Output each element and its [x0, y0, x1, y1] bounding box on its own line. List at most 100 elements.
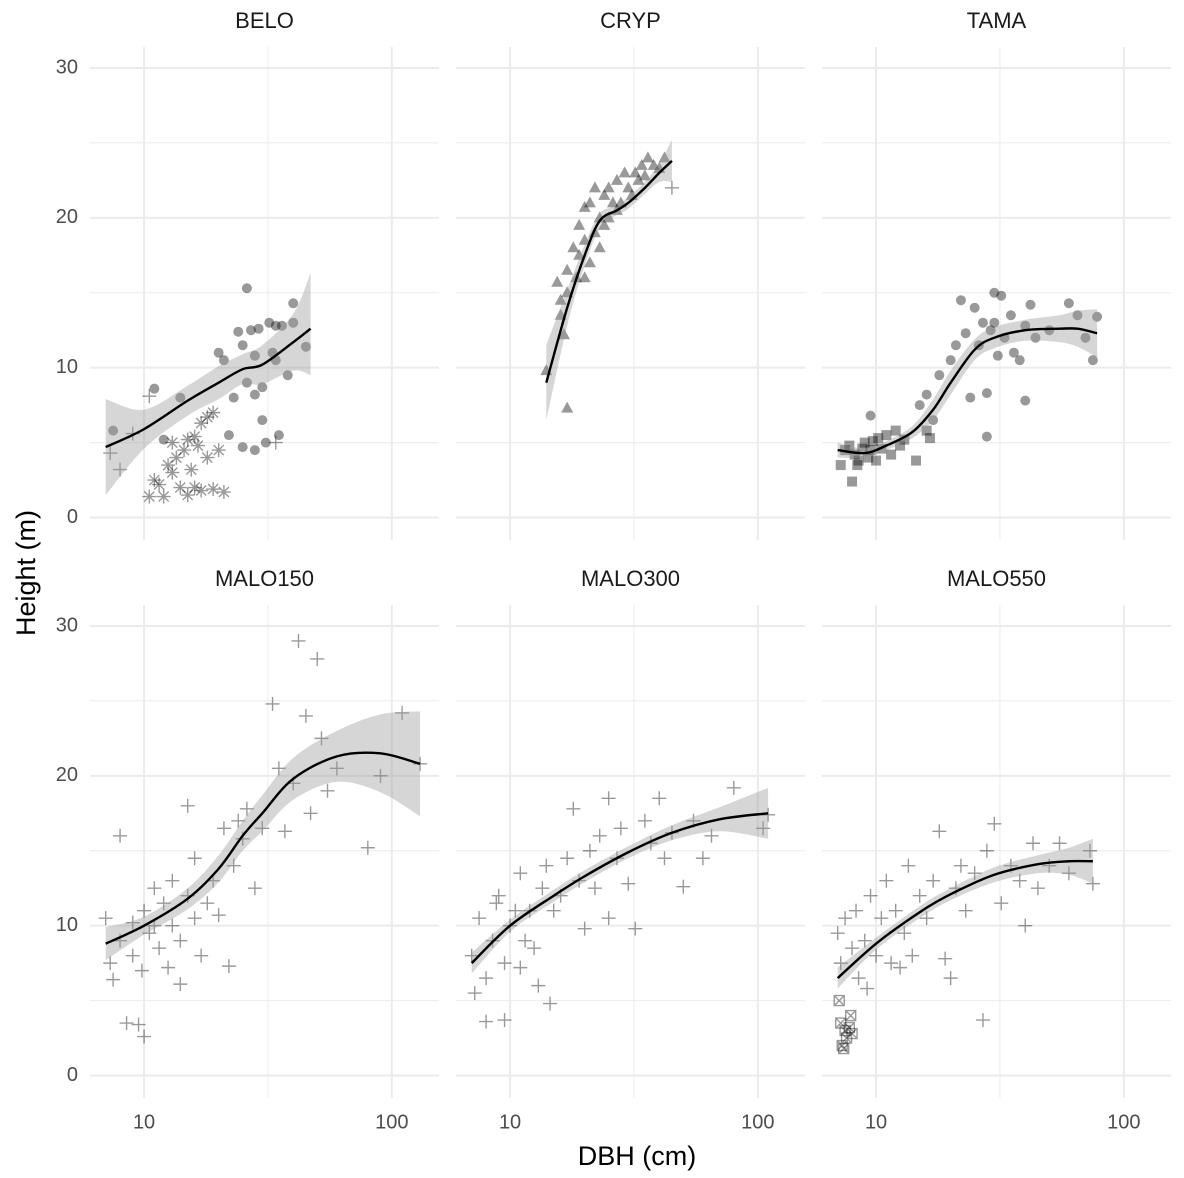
- x-tick-label: 10: [133, 1111, 155, 1133]
- point: [1014, 355, 1025, 366]
- point: [395, 705, 410, 720]
- confidence-ribbon: [837, 309, 1098, 459]
- point: [497, 1013, 512, 1028]
- point: [560, 851, 575, 866]
- point: [288, 298, 299, 309]
- point: [1063, 298, 1074, 309]
- point: [621, 876, 636, 891]
- point: [582, 843, 597, 858]
- point: [578, 200, 591, 212]
- facet-title: MALO300: [581, 566, 680, 591]
- point: [551, 275, 564, 287]
- point: [598, 218, 611, 230]
- point: [853, 455, 864, 466]
- point: [863, 888, 878, 903]
- point: [635, 158, 648, 170]
- point: [1080, 332, 1091, 343]
- point: [938, 951, 953, 966]
- fit-line: [837, 327, 1098, 455]
- point: [257, 415, 268, 426]
- point: [588, 181, 601, 193]
- facet-panel: [822, 605, 1171, 1098]
- point: [360, 840, 375, 855]
- point: [830, 926, 845, 941]
- y-tick-label: 10: [56, 356, 78, 378]
- point: [194, 948, 209, 963]
- point: [638, 169, 651, 181]
- point: [249, 389, 260, 400]
- point: [137, 1029, 152, 1044]
- point: [632, 173, 645, 185]
- point: [881, 430, 892, 441]
- point: [865, 445, 876, 456]
- point: [513, 960, 528, 975]
- point: [190, 438, 205, 453]
- point: [161, 960, 176, 975]
- point: [849, 903, 864, 918]
- point: [919, 911, 934, 926]
- point: [879, 873, 894, 888]
- point: [989, 317, 1000, 328]
- point: [833, 994, 845, 1007]
- facet-panel: [822, 47, 1171, 540]
- point: [165, 435, 180, 450]
- point: [888, 903, 903, 918]
- point: [960, 328, 971, 339]
- point: [239, 801, 254, 816]
- point: [977, 317, 988, 328]
- point: [573, 248, 586, 260]
- point: [142, 389, 157, 404]
- point: [489, 896, 504, 911]
- facet-title: BELO: [235, 8, 294, 33]
- point: [270, 320, 281, 331]
- point: [194, 416, 209, 431]
- y-tick-label: 20: [56, 206, 78, 228]
- point: [924, 433, 935, 444]
- point: [165, 873, 180, 888]
- point: [985, 325, 996, 336]
- point: [836, 1039, 848, 1052]
- point: [200, 410, 215, 425]
- point: [899, 434, 910, 445]
- point: [593, 241, 606, 253]
- confidence-ribbon: [546, 139, 672, 421]
- point: [320, 783, 335, 798]
- point: [288, 317, 299, 328]
- point: [884, 956, 899, 971]
- point: [213, 347, 224, 358]
- point: [539, 858, 554, 873]
- point: [1030, 881, 1045, 896]
- point: [578, 271, 591, 283]
- point: [844, 440, 855, 451]
- point: [981, 388, 992, 399]
- point: [1025, 299, 1036, 310]
- point: [969, 302, 980, 313]
- point: [206, 482, 221, 497]
- point: [152, 941, 167, 956]
- point: [277, 824, 292, 839]
- point: [847, 476, 858, 487]
- point: [137, 903, 152, 918]
- point: [125, 948, 140, 963]
- point: [103, 446, 118, 461]
- point: [851, 971, 866, 986]
- point: [276, 320, 287, 331]
- y-tick-label: 20: [56, 764, 78, 786]
- point: [695, 851, 710, 866]
- point: [255, 821, 270, 836]
- point: [849, 449, 860, 460]
- point: [1030, 332, 1041, 343]
- point: [561, 263, 574, 275]
- point: [871, 455, 882, 466]
- point: [955, 295, 966, 306]
- point: [1008, 347, 1019, 358]
- point: [464, 948, 479, 963]
- facet-panel: [456, 605, 805, 1098]
- point: [180, 488, 195, 503]
- point: [860, 981, 875, 996]
- point: [567, 241, 580, 253]
- point: [873, 433, 884, 444]
- point: [890, 425, 901, 436]
- point: [989, 287, 1000, 298]
